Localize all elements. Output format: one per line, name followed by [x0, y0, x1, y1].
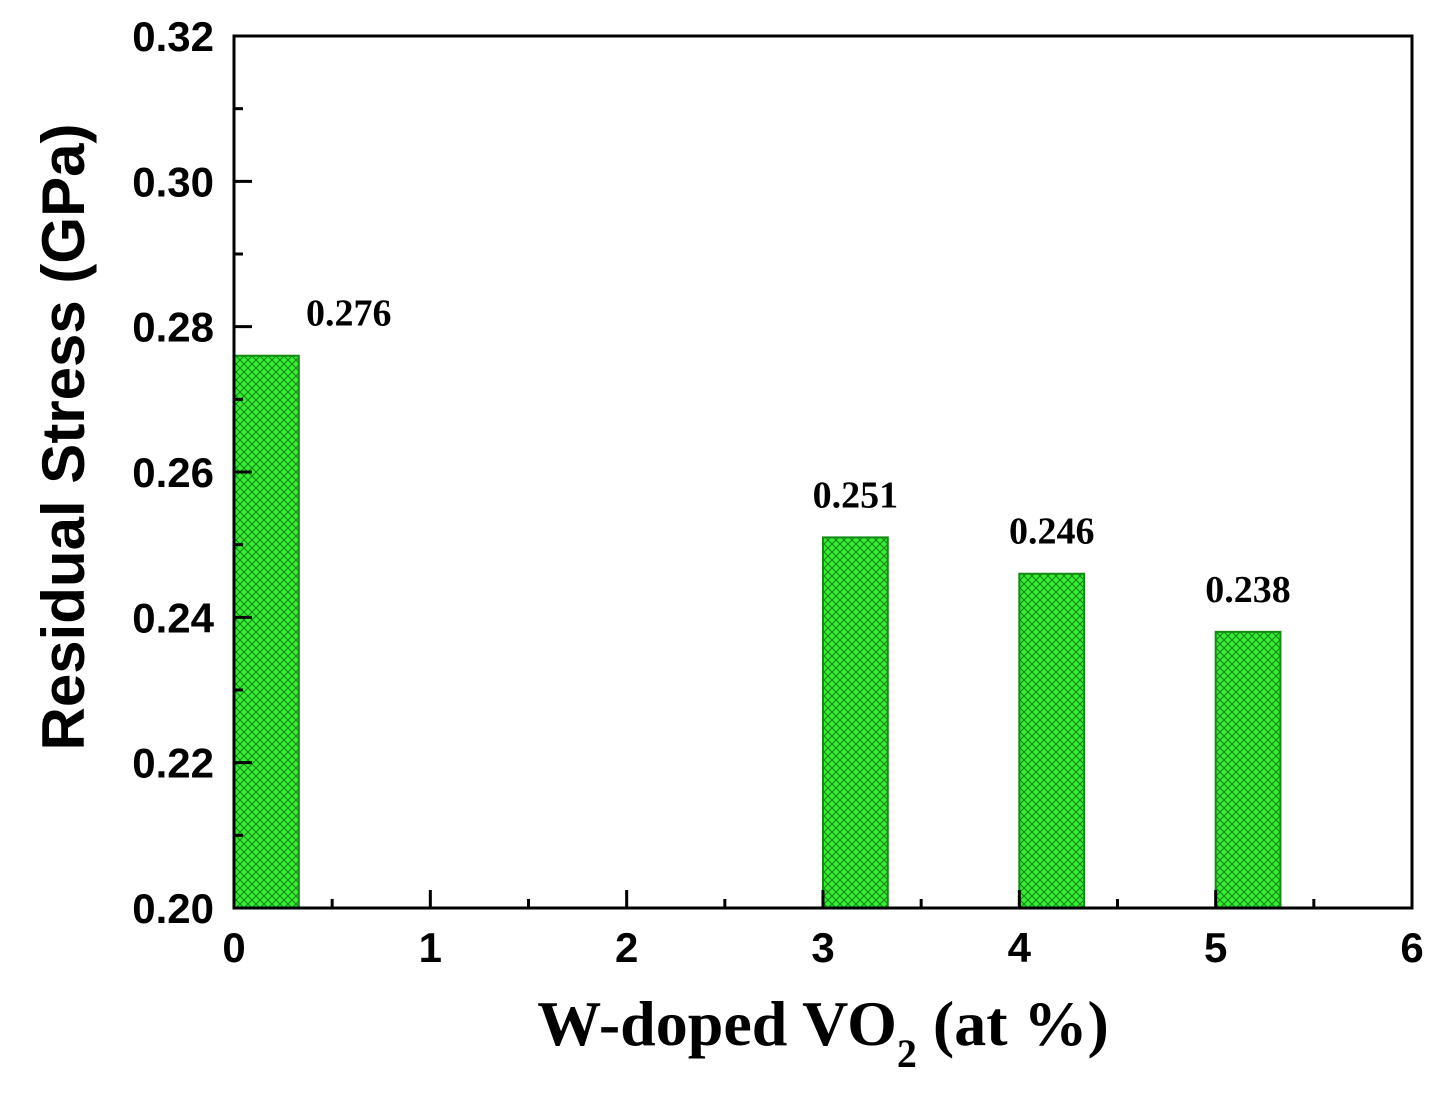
y-tick-label-0.24: 0.24 [132, 594, 214, 641]
x-axis-label: W-doped VO2 (at %) [537, 988, 1109, 1076]
data-label-x-0: 0.276 [306, 293, 392, 335]
x-axis-label-main: W-doped VO [537, 988, 897, 1059]
x-tick-label-5: 5 [1204, 924, 1227, 971]
bar-x-4 [1018, 572, 1086, 909]
x-tick-label-6: 6 [1400, 924, 1423, 971]
y-tick-label-0.28: 0.28 [132, 304, 214, 351]
data-label-x-5: 0.238 [1205, 569, 1291, 611]
x-tick-label-3: 3 [811, 924, 834, 971]
bar-x-0 [233, 354, 300, 909]
y-tick-label-0.26: 0.26 [132, 449, 214, 496]
labels-layer: 0.276 0.251 0.246 0.238 0 1 2 3 4 5 6 0.20 0.22 0.24 0… [30, 13, 1424, 1076]
x-axis-label-subscript: 2 [897, 1031, 917, 1076]
x-tick-label-4: 4 [1008, 924, 1032, 971]
data-label-x-3: 0.251 [813, 474, 899, 516]
x-axis-label-suffix: (at %) [917, 988, 1109, 1059]
bar-x-3 [822, 536, 889, 910]
x-tick-label-0: 0 [222, 924, 245, 971]
y-tick-label-0.2: 0.20 [132, 885, 214, 932]
bars-layer [233, 354, 1282, 910]
data-label-x-4: 0.246 [1009, 511, 1095, 553]
bar-x-5 [1214, 630, 1282, 909]
ticks-layer [234, 107, 1316, 908]
x-tick-label-2: 2 [615, 924, 638, 971]
y-axis-label: Residual Stress (GPa) [30, 124, 97, 751]
y-tick-label-0.22: 0.22 [132, 740, 214, 787]
x-tick-label-1: 1 [419, 924, 442, 971]
y-tick-label-0.3: 0.30 [132, 158, 214, 205]
y-tick-label-0.32: 0.32 [132, 13, 214, 60]
